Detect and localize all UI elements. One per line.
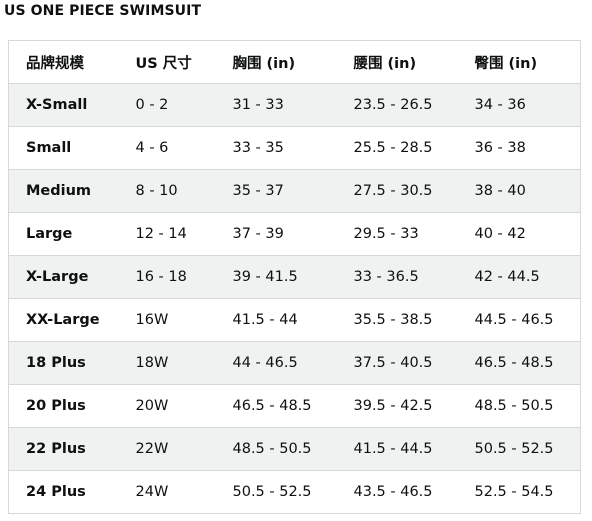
- cell-us-size: 16W: [118, 298, 216, 342]
- table-row: XX-Large 16W 41.5 - 44 35.5 - 38.5 44.5 …: [8, 298, 581, 342]
- cell-brand-size: 18 Plus: [8, 341, 119, 385]
- table-row: 24 Plus 24W 50.5 - 52.5 43.5 - 46.5 52.5…: [8, 470, 581, 514]
- cell-waist: 29.5 - 33: [336, 212, 458, 256]
- cell-us-size: 18W: [118, 341, 216, 385]
- cell-us-size: 22W: [118, 427, 216, 471]
- header-bust: 胸围 (in): [215, 40, 337, 84]
- cell-waist: 43.5 - 46.5: [336, 470, 458, 514]
- cell-brand-size: Large: [8, 212, 119, 256]
- table-row: 22 Plus 22W 48.5 - 50.5 41.5 - 44.5 50.5…: [8, 427, 581, 471]
- cell-brand-size: 24 Plus: [8, 470, 119, 514]
- cell-brand-size: XX-Large: [8, 298, 119, 342]
- cell-us-size: 20W: [118, 384, 216, 428]
- cell-bust: 41.5 - 44: [215, 298, 337, 342]
- table-row: 20 Plus 20W 46.5 - 48.5 39.5 - 42.5 48.5…: [8, 384, 581, 428]
- cell-hip: 38 - 40: [457, 169, 581, 213]
- cell-hip: 34 - 36: [457, 83, 581, 127]
- cell-brand-size: 20 Plus: [8, 384, 119, 428]
- cell-bust: 39 - 41.5: [215, 255, 337, 299]
- cell-waist: 37.5 - 40.5: [336, 341, 458, 385]
- cell-brand-size: Small: [8, 126, 119, 170]
- cell-brand-size: 22 Plus: [8, 427, 119, 471]
- cell-bust: 50.5 - 52.5: [215, 470, 337, 514]
- cell-us-size: 24W: [118, 470, 216, 514]
- cell-bust: 35 - 37: [215, 169, 337, 213]
- table-row: Medium 8 - 10 35 - 37 27.5 - 30.5 38 - 4…: [8, 169, 581, 213]
- cell-hip: 48.5 - 50.5: [457, 384, 581, 428]
- cell-us-size: 16 - 18: [118, 255, 216, 299]
- cell-hip: 50.5 - 52.5: [457, 427, 581, 471]
- size-chart-table: 品牌规模 US 尺寸 胸围 (in) 腰围 (in) 臀围 (in) X-Sma…: [8, 40, 581, 514]
- table-row: X-Large 16 - 18 39 - 41.5 33 - 36.5 42 -…: [8, 255, 581, 299]
- cell-us-size: 0 - 2: [118, 83, 216, 127]
- header-hip: 臀围 (in): [457, 40, 581, 84]
- cell-hip: 52.5 - 54.5: [457, 470, 581, 514]
- table-row: X-Small 0 - 2 31 - 33 23.5 - 26.5 34 - 3…: [8, 83, 581, 127]
- cell-brand-size: X-Small: [8, 83, 119, 127]
- cell-bust: 31 - 33: [215, 83, 337, 127]
- cell-waist: 41.5 - 44.5: [336, 427, 458, 471]
- table-row: Small 4 - 6 33 - 35 25.5 - 28.5 36 - 38: [8, 126, 581, 170]
- cell-waist: 27.5 - 30.5: [336, 169, 458, 213]
- header-us-size: US 尺寸: [118, 40, 216, 84]
- cell-bust: 33 - 35: [215, 126, 337, 170]
- header-waist: 腰围 (in): [336, 40, 458, 84]
- cell-bust: 37 - 39: [215, 212, 337, 256]
- cell-us-size: 8 - 10: [118, 169, 216, 213]
- cell-hip: 40 - 42: [457, 212, 581, 256]
- cell-us-size: 4 - 6: [118, 126, 216, 170]
- cell-waist: 35.5 - 38.5: [336, 298, 458, 342]
- cell-hip: 46.5 - 48.5: [457, 341, 581, 385]
- table-row: 18 Plus 18W 44 - 46.5 37.5 - 40.5 46.5 -…: [8, 341, 581, 385]
- cell-waist: 39.5 - 42.5: [336, 384, 458, 428]
- cell-waist: 23.5 - 26.5: [336, 83, 458, 127]
- cell-waist: 25.5 - 28.5: [336, 126, 458, 170]
- cell-waist: 33 - 36.5: [336, 255, 458, 299]
- page-title: US ONE PIECE SWIMSUIT: [4, 3, 202, 19]
- cell-brand-size: Medium: [8, 169, 119, 213]
- cell-hip: 44.5 - 46.5: [457, 298, 581, 342]
- cell-hip: 36 - 38: [457, 126, 581, 170]
- cell-bust: 46.5 - 48.5: [215, 384, 337, 428]
- cell-brand-size: X-Large: [8, 255, 119, 299]
- table-row: Large 12 - 14 37 - 39 29.5 - 33 40 - 42: [8, 212, 581, 256]
- table-header-row: 品牌规模 US 尺寸 胸围 (in) 腰围 (in) 臀围 (in): [8, 40, 581, 84]
- cell-bust: 48.5 - 50.5: [215, 427, 337, 471]
- cell-hip: 42 - 44.5: [457, 255, 581, 299]
- cell-bust: 44 - 46.5: [215, 341, 337, 385]
- cell-us-size: 12 - 14: [118, 212, 216, 256]
- header-brand-size: 品牌规模: [8, 40, 119, 84]
